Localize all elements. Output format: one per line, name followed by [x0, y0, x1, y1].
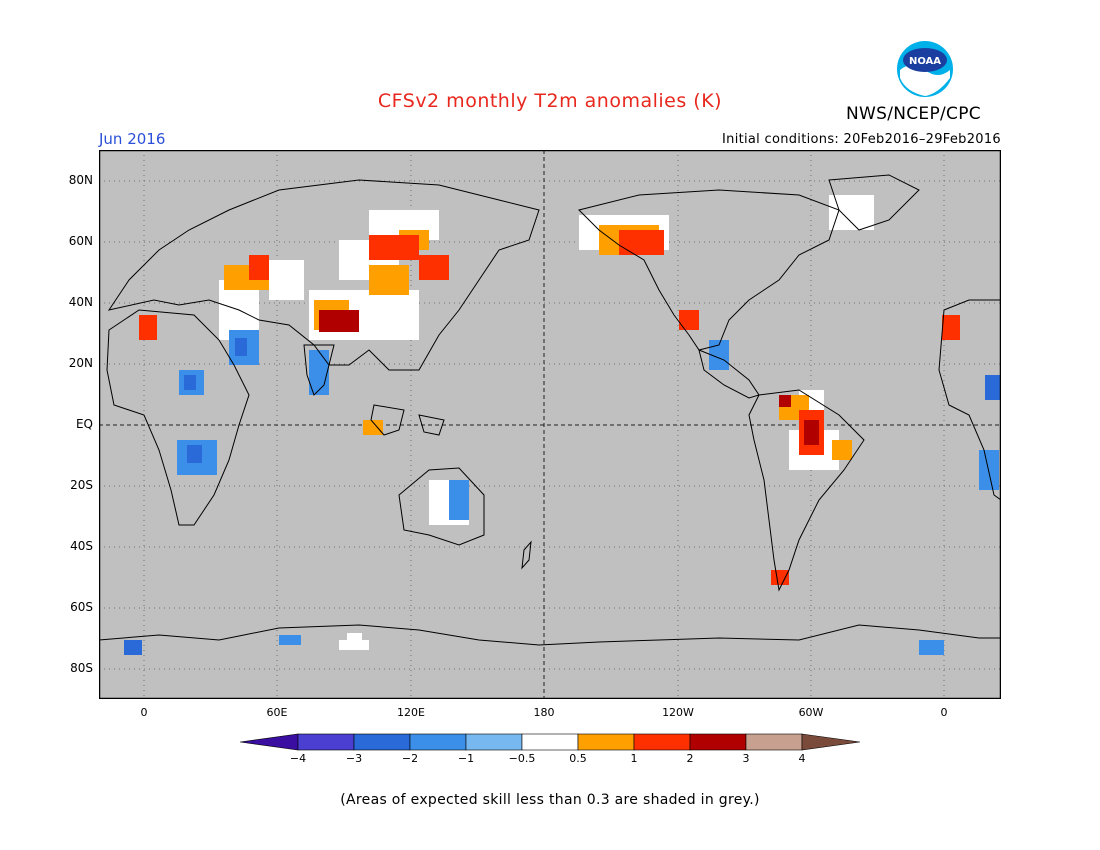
lat-label-20n: 20N	[68, 356, 93, 370]
colorbar-label: −1	[457, 752, 475, 765]
lon-label-0-right: 0	[940, 706, 948, 719]
lon-label-180: 180	[533, 706, 555, 719]
lat-label-60n: 60N	[68, 234, 93, 248]
lon-label-120w: 120W	[662, 706, 694, 719]
lat-label-eq: EQ	[75, 417, 93, 431]
colorbar-label: 3	[742, 752, 750, 765]
lon-label-0: 0	[140, 706, 148, 719]
anomaly-patches	[124, 195, 1000, 655]
lon-label-60e: 60E	[266, 706, 288, 719]
colorbar	[239, 732, 862, 752]
colorbar-label: 4	[798, 752, 806, 765]
footnote: (Areas of expected skill less than 0.3 a…	[340, 792, 760, 808]
lat-label-80s: 80S	[70, 661, 93, 675]
colorbar-label: 2	[686, 752, 694, 765]
colorbar-label: −2	[401, 752, 419, 765]
lat-label-40n: 40N	[68, 295, 93, 309]
lat-label-20s: 20S	[70, 478, 93, 492]
lon-label-120e: 120E	[397, 706, 425, 719]
forecast-month: Jun 2016	[99, 130, 166, 148]
lon-label-60w: 60W	[798, 706, 824, 719]
colorbar-label: 1	[630, 752, 638, 765]
lat-label-60s: 60S	[70, 600, 93, 614]
colorbar-label: −0.5	[508, 752, 536, 765]
colorbar-label: −4	[289, 752, 307, 765]
colorbar-label: 0.5	[569, 752, 587, 765]
svg-text:NOAA: NOAA	[909, 56, 941, 67]
anomaly-map	[98, 149, 1002, 700]
lat-label-40s: 40S	[70, 539, 93, 553]
initial-conditions: Initial conditions: 20Feb2016–29Feb2016	[722, 132, 1001, 147]
equator-dateline	[99, 150, 1001, 699]
colorbar-label: −3	[345, 752, 363, 765]
noaa-logo: NOAA	[896, 40, 954, 98]
organization-label: NWS/NCEP/CPC	[846, 104, 981, 124]
map-title: CFSv2 monthly T2m anomalies (K)	[377, 90, 723, 112]
lat-label-80n: 80N	[68, 173, 93, 187]
